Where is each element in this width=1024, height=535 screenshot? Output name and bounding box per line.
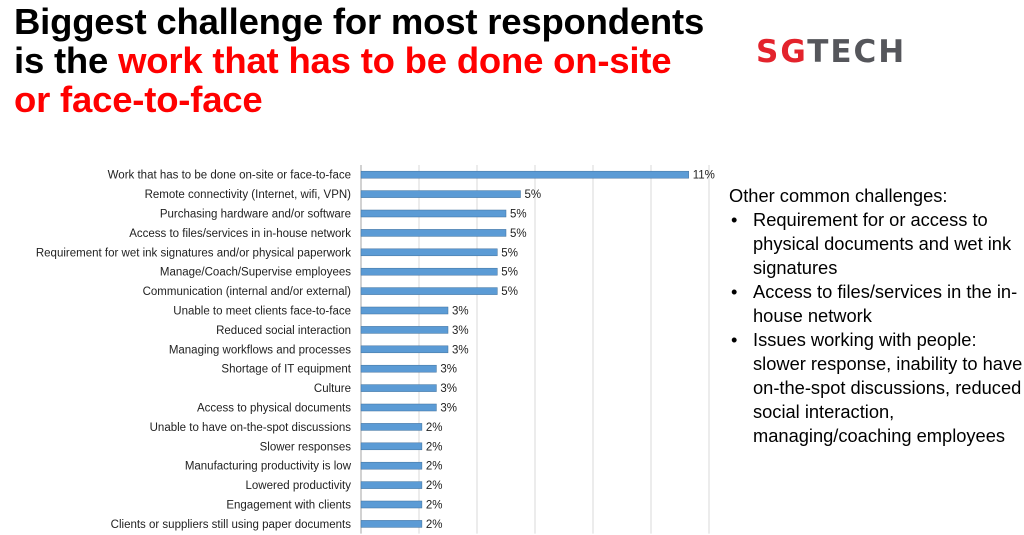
chart-bar <box>360 170 689 179</box>
chart-bar <box>360 423 423 431</box>
chart-bar <box>360 306 449 315</box>
chart-category-label: Unable to have on-the-spot discussions <box>150 422 352 434</box>
chart-bar <box>360 267 498 276</box>
chart-value-label: 2% <box>426 441 443 453</box>
chart-category-label: Shortage of IT equipment <box>221 364 351 376</box>
challenges-bar-chart: Work that has to be done on-site or face… <box>36 165 715 534</box>
chart-value-label: 2% <box>426 519 443 531</box>
chart-bar <box>360 248 498 257</box>
chart-bar <box>360 403 437 412</box>
sgtech-logo: SGTECH <box>756 36 906 68</box>
chart-category-label: Access to files/services in in-house net… <box>129 228 351 240</box>
chart-category-label: Communication (internal and/or external) <box>143 286 352 298</box>
chart-category-label: Manufacturing productivity is low <box>185 461 352 473</box>
chart-value-label: 2% <box>426 480 443 492</box>
chart-bar <box>360 209 507 218</box>
chart-value-label: 3% <box>440 403 457 415</box>
chart-bar <box>360 229 507 237</box>
chart-category-label: Requirement for wet ink signatures and/o… <box>36 247 351 259</box>
page-title: Biggest challenge for most respondents i… <box>14 2 714 119</box>
chart-bar <box>360 384 437 392</box>
chart-category-label: Clients or suppliers still using paper d… <box>111 519 352 531</box>
chart-category-label: Engagement with clients <box>226 500 351 512</box>
chart-category-label: Purchasing hardware and/or software <box>160 209 351 221</box>
chart-bar <box>360 461 423 470</box>
chart-bar <box>360 481 423 489</box>
side-panel-heading: Other common challenges: <box>729 185 948 206</box>
chart-value-label: 3% <box>452 325 469 337</box>
chart-value-label: 5% <box>501 267 518 279</box>
side-panel-item: Access to files/services in the in-house… <box>729 280 1024 328</box>
chart-value-label: 3% <box>440 364 457 376</box>
chart-bar <box>360 326 449 334</box>
chart-bar <box>360 442 423 451</box>
chart-category-label: Managing workflows and processes <box>169 344 351 356</box>
chart-bar <box>360 345 449 354</box>
chart-category-label: Reduced social interaction <box>216 325 351 337</box>
title-part-black: Biggest challenge for most respondents i… <box>14 1 705 81</box>
side-panel-item: Requirement for or access to physical do… <box>729 208 1024 280</box>
chart-bars <box>360 170 689 528</box>
chart-value-labels: 11% 5% 5% 5% 5% 5% 5% 3% 3% 3% 3% 3% 3% 2% 2% 2% 2% 2% 2% <box>426 170 715 531</box>
logo-tech: TECH <box>807 34 907 70</box>
chart-category-label: Work that has to be done on-site or face… <box>108 170 351 182</box>
logo-sg: SG <box>756 34 808 70</box>
chart-value-label: 3% <box>440 383 457 395</box>
title-part-highlight: work that has to be done on-site or face… <box>14 40 672 120</box>
chart-bar <box>360 520 423 528</box>
chart-bar <box>360 190 521 198</box>
chart-category-label: Unable to meet clients face-to-face <box>173 306 351 318</box>
chart-category-label: Lowered productivity <box>246 480 352 492</box>
chart-category-label: Access to physical documents <box>197 403 351 415</box>
side-panel-list: Requirement for or access to physical do… <box>729 208 1024 448</box>
chart-value-label: 5% <box>510 209 527 221</box>
chart-value-label: 5% <box>501 286 518 298</box>
chart-value-label: 2% <box>426 461 443 473</box>
side-panel-item: Issues working with people: slower respo… <box>729 328 1024 448</box>
chart-value-label: 2% <box>426 422 443 434</box>
chart-value-label: 5% <box>501 247 518 259</box>
chart-category-label: Culture <box>314 383 351 395</box>
chart-category-label: Slower responses <box>260 441 352 453</box>
chart-category-labels: Work that has to be done on-site or face… <box>36 170 352 531</box>
chart-value-label: 3% <box>452 344 469 356</box>
chart-value-label: 3% <box>452 306 469 318</box>
chart-value-label: 2% <box>426 500 443 512</box>
chart-bar <box>360 500 423 509</box>
chart-value-label: 5% <box>510 228 527 240</box>
chart-value-label: 5% <box>525 189 542 201</box>
chart-category-label: Manage/Coach/Supervise employees <box>160 267 351 279</box>
chart-bar <box>360 364 437 373</box>
chart-value-label: 11% <box>693 170 715 182</box>
chart-category-label: Remote connectivity (Internet, wifi, VPN… <box>145 189 352 201</box>
chart-bar <box>360 287 498 295</box>
side-panel: Other common challenges: Requirement for… <box>729 184 1024 448</box>
